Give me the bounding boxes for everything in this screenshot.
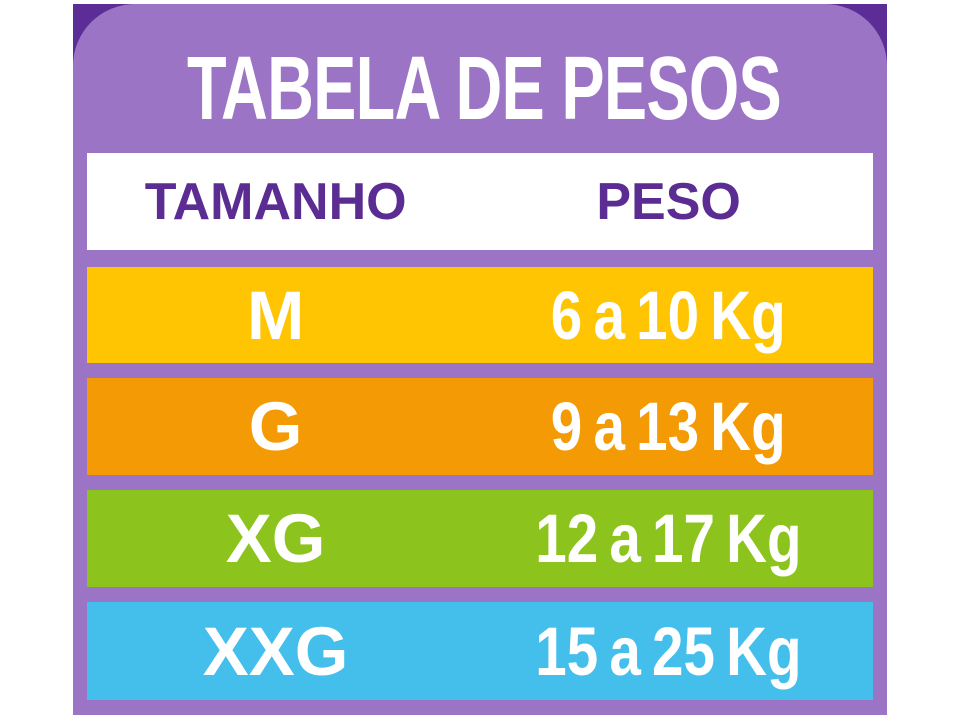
- size-cell: G: [248, 388, 303, 465]
- header-cell-size: TAMANHO: [144, 172, 407, 231]
- header-cell-weight: PESO: [596, 172, 741, 231]
- weight-cell: 6 a 10 Kg: [464, 281, 873, 350]
- table-title: TABELA DE PESOS: [186, 39, 782, 139]
- size-cell: M: [246, 276, 305, 354]
- weight-value: 6 a 10 Kg: [551, 276, 787, 354]
- table-header-row: TAMANHO PESO: [87, 153, 873, 250]
- weight-cell: 12 a 17 Kg: [464, 504, 873, 573]
- table-row-size-xxg: XXG 15 a 25 Kg: [87, 602, 873, 700]
- table-row-size-g: G 9 a 13 Kg: [87, 378, 873, 475]
- size-cell: XG: [225, 500, 326, 577]
- weight-value: 15 a 25 Kg: [535, 612, 802, 690]
- weight-value: 12 a 17 Kg: [535, 500, 802, 577]
- weight-cell: 15 a 25 Kg: [464, 617, 873, 686]
- table-row-size-m: M 6 a 10 Kg: [87, 267, 873, 363]
- size-cell: XXG: [202, 612, 349, 690]
- table-row-size-xg: XG 12 a 17 Kg: [87, 490, 873, 587]
- weight-cell: 9 a 13 Kg: [464, 392, 873, 461]
- weight-value: 9 a 13 Kg: [551, 388, 787, 465]
